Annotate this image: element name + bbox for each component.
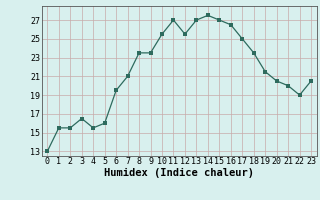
X-axis label: Humidex (Indice chaleur): Humidex (Indice chaleur) <box>104 168 254 178</box>
